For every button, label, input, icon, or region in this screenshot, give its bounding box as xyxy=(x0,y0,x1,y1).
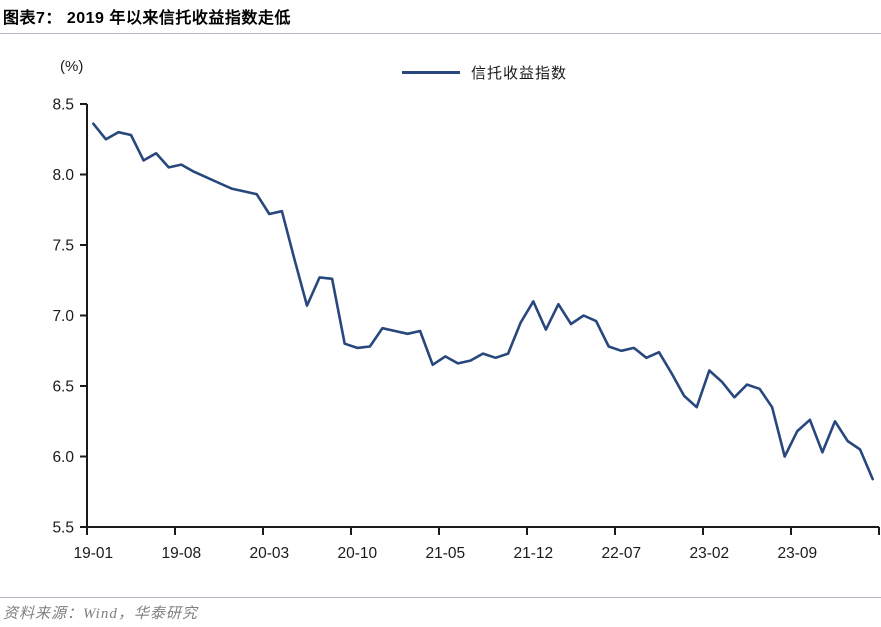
x-tick-label: 23-02 xyxy=(689,545,729,562)
series-line-trust-yield-index xyxy=(92,122,875,481)
title-divider xyxy=(0,33,881,34)
data-source-note: 资料来源：Wind，华泰研究 xyxy=(3,606,198,622)
x-tick-label: 20-03 xyxy=(249,545,289,562)
y-tick-label: 6.0 xyxy=(52,449,74,466)
x-tick-label: 20-10 xyxy=(337,545,377,562)
legend-line-swatch xyxy=(402,71,460,74)
x-tick-label: 22-07 xyxy=(601,545,641,562)
x-tick-label: 19-08 xyxy=(161,545,201,562)
y-tick-label: 7.5 xyxy=(52,238,74,255)
y-tick-label: 8.5 xyxy=(52,97,74,114)
x-tick-label: 21-12 xyxy=(513,545,553,562)
footer-divider xyxy=(0,597,881,598)
y-tick-label: 7.0 xyxy=(52,308,74,325)
x-tick-label: 21-05 xyxy=(425,545,465,562)
x-tick-label: 19-01 xyxy=(73,545,113,562)
y-tick-label: 5.5 xyxy=(52,520,74,537)
chart-title: 图表7： 2019 年以来信托收益指数走低 xyxy=(3,10,291,27)
y-tick-label: 6.5 xyxy=(52,379,74,396)
y-tick-label: 8.0 xyxy=(52,167,74,184)
y-axis-unit-label: (%) xyxy=(60,58,84,75)
legend-series-label: 信托收益指数 xyxy=(471,65,568,82)
line-chart-svg: 8.5 8.0 7.5 7.0 6.5 6.0 5.5 19-01 19-08 20-03 20-1… xyxy=(52,97,880,562)
chart-legend: 信托收益指数 xyxy=(402,62,567,83)
x-tick-label: 23-09 xyxy=(777,545,817,562)
